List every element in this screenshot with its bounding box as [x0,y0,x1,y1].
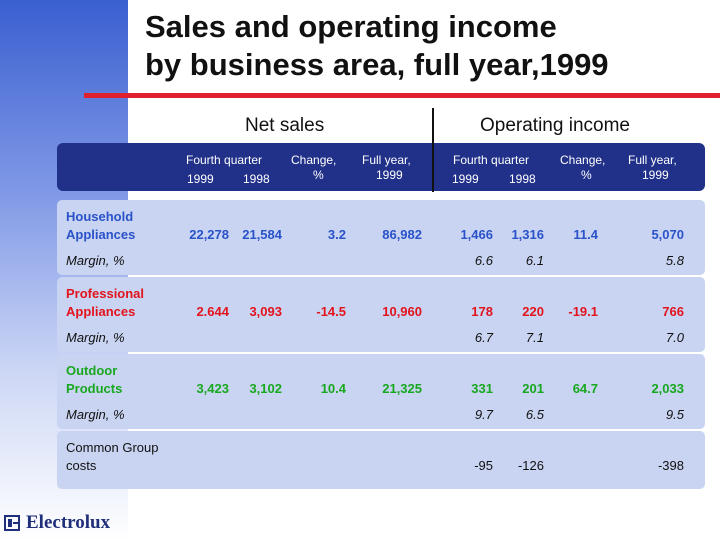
ns-full-year-1999-header: 1999 [376,168,403,182]
oi-change-value: 64.7 [572,381,598,396]
oi-fourth-quarter-header: Fourth quarter [453,153,530,167]
ns-fourth-quarter-header: Fourth quarter [186,153,263,167]
column-header-bar [57,143,705,191]
margin-q4-1999-value: 6.6 [474,253,493,268]
oi-change-value: 11.4 [573,227,598,242]
ns-full-year-value: 86,982 [382,227,422,242]
electrolux-logo-icon [4,515,20,531]
ns-change-header: Change, [291,153,337,167]
common-oi-q4-1998-value: -126 [517,458,544,473]
oi-change-value: -19.1 [568,304,598,319]
ns-change-value: -14.5 [316,304,346,319]
margin-label: Margin, % [66,253,125,268]
common-oi-full-year-value: -398 [657,458,684,473]
title-underline [84,93,720,98]
ns-q4-1998-value: 3,102 [249,381,282,396]
oi-q4-1998-value: 1,316 [511,227,544,242]
electrolux-logo: Electrolux [4,512,110,534]
title-line-1: Sales and operating income [145,9,557,44]
ns-q4-1999-value: 3,423 [196,381,229,396]
row-name-line-2: Products [66,381,123,396]
margin-q4-1999-value: 9.7 [474,407,493,422]
ns-full-year-header: Full year, [362,153,411,167]
net-sales-heading: Net sales [245,115,325,136]
panel-common-group-costs [57,431,705,489]
margin-full-year-value: 5.8 [665,253,684,268]
ns-1998-header: 1998 [243,172,270,186]
ns-change-value: 10.4 [320,381,346,396]
row-name-line-1: Professional [66,286,145,301]
oi-q4-1999-value: 1,466 [460,227,493,242]
title-line-2: by business area, full year,1999 [145,47,609,82]
margin-full-year-value: 9.5 [665,407,684,422]
oi-q4-1999-value: 178 [471,304,493,319]
margin-label: Margin, % [66,330,125,345]
margin-label: Margin, % [66,407,125,422]
common-name-line-2: costs [66,458,97,473]
ns-change-value: 3.2 [327,227,346,242]
ns-q4-1999-value: 22,278 [189,227,229,242]
slide-title: Sales and operating income by business a… [145,8,609,84]
section-divider [432,108,434,192]
ns-1999-header: 1999 [187,172,214,186]
oi-1998-header: 1998 [509,172,536,186]
ns-q4-1999-value: 2.644 [196,304,229,319]
ns-q4-1998-value: 21,584 [242,227,282,242]
ns-full-year-value: 21,325 [382,381,422,396]
ns-q4-1998-value: 3,093 [249,304,282,319]
logo-text: Electrolux [26,512,111,533]
common-oi-q4-1999-value: -95 [474,458,493,473]
panel-professional-appliances [57,277,705,352]
margin-q4-1998-value: 6.5 [525,407,544,422]
oi-q4-1998-value: 220 [522,304,544,319]
row-name-line-1: Outdoor [66,363,118,378]
oi-change-header: Change, [560,153,606,167]
oi-q4-1999-value: 331 [471,381,493,396]
margin-q4-1999-value: 6.7 [474,330,493,345]
row-name-line-1: Household [66,209,134,224]
row-name-line-2: Appliances [66,304,136,319]
oi-q4-1998-value: 201 [522,381,544,396]
ns-full-year-value: 10,960 [382,304,422,319]
operating-income-heading: Operating income [480,115,630,136]
row-name-line-2: Appliances [66,227,136,242]
oi-full-year-1999-header: 1999 [642,168,669,182]
common-name-line-1: Common Group [66,440,159,455]
oi-full-year-value: 5,070 [651,227,684,242]
oi-full-year-header: Full year, [628,153,677,167]
margin-q4-1998-value: 7.1 [525,330,544,345]
oi-full-year-value: 766 [662,304,684,319]
margin-full-year-value: 7.0 [665,330,684,345]
oi-1999-header: 1999 [452,172,479,186]
panel-outdoor-products [57,354,705,429]
panel-household-appliances [57,200,705,275]
oi-change-unit: % [581,168,592,182]
margin-q4-1998-value: 6.1 [525,253,544,268]
oi-full-year-value: 2,033 [651,381,684,396]
ns-change-unit: % [313,168,324,182]
